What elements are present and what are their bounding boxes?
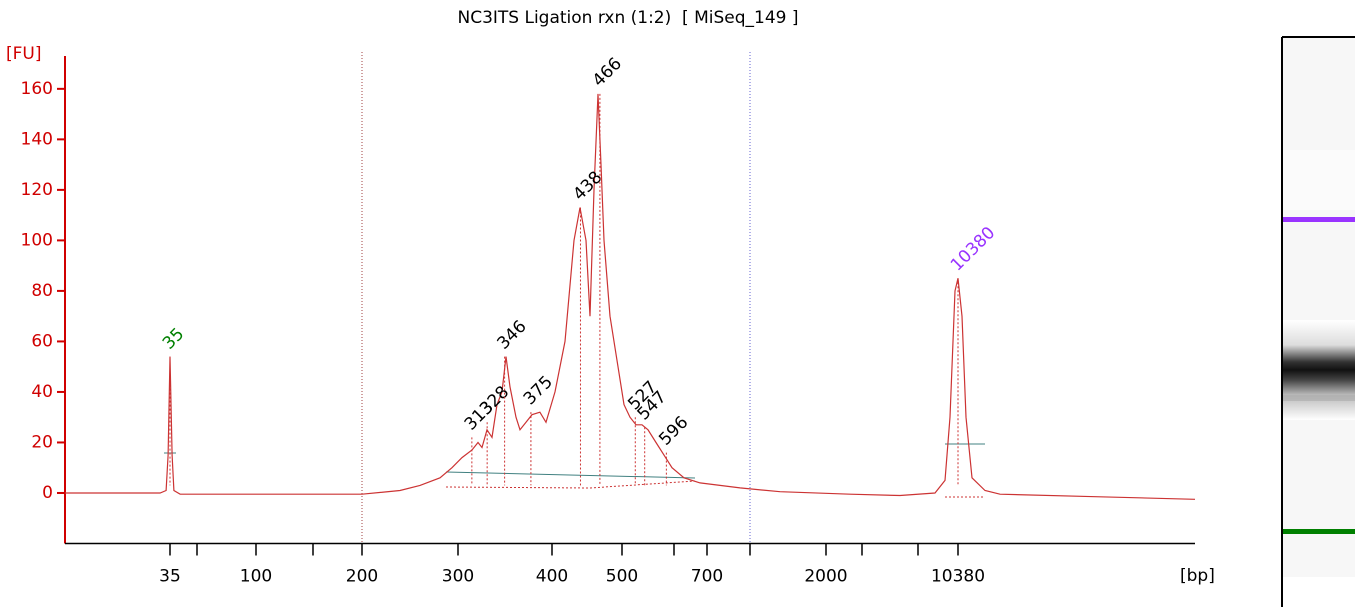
lower-marker-band bbox=[1283, 529, 1355, 534]
x-tick-label: 400 bbox=[536, 567, 568, 587]
peak-label: 35 bbox=[159, 324, 188, 353]
y-tick-label: 100 bbox=[21, 230, 53, 250]
y-tick-label: 40 bbox=[31, 382, 53, 402]
x-tick-label: 100 bbox=[240, 567, 272, 587]
chart-title: NC3ITS Ligation rxn (1:2) [ MiSeq_149 ] bbox=[457, 8, 798, 28]
peak-label: 346 bbox=[494, 317, 531, 354]
x-tick-label: 200 bbox=[346, 567, 378, 587]
y-axis-label: [FU] bbox=[6, 44, 42, 64]
peak-label: 466 bbox=[589, 54, 626, 91]
y-tick-label: 80 bbox=[31, 281, 53, 301]
trace bbox=[65, 93, 1196, 500]
x-tick-label: 700 bbox=[691, 567, 723, 587]
peak-baseline bbox=[445, 471, 696, 479]
y-tick-label: 20 bbox=[31, 432, 53, 452]
integration-floor bbox=[445, 480, 696, 489]
x-tick-label: 35 bbox=[159, 567, 181, 587]
y-tick-label: 140 bbox=[21, 129, 53, 149]
y-tick-label: 120 bbox=[21, 180, 53, 200]
x-tick-label: 2000 bbox=[804, 567, 847, 587]
upper-marker-band bbox=[1283, 217, 1355, 222]
x-tick-label: 500 bbox=[606, 567, 638, 587]
y-tick-label: 0 bbox=[42, 483, 53, 503]
x-tick-label: 300 bbox=[442, 567, 474, 587]
y-tick-label: 160 bbox=[21, 79, 53, 99]
peak-label: 596 bbox=[655, 413, 692, 450]
x-axis-label: [bp] bbox=[1180, 566, 1215, 586]
x-tick-label: 10380 bbox=[931, 567, 985, 587]
y-tick-label: 60 bbox=[31, 331, 53, 351]
gel-lane bbox=[1281, 36, 1355, 607]
peak-label: 10380 bbox=[947, 223, 999, 275]
